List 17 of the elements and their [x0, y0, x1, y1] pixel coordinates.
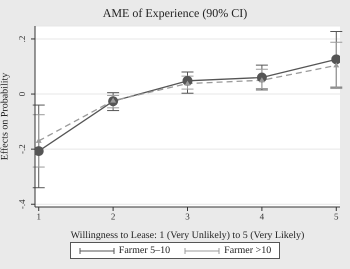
y-tick-label: .2 — [17, 36, 27, 42]
y-axis-title: Effects on Probability — [0, 72, 11, 160]
x-tick-label: 4 — [260, 211, 265, 222]
y-tick-label: -.4 — [17, 198, 27, 210]
x-tick-label: 3 — [185, 211, 190, 222]
point — [35, 146, 44, 156]
x-axis-title: Willingness to Lease: 1 (Very Unlikely) to 5 (Very Likely) — [70, 230, 304, 241]
point — [331, 54, 340, 64]
y-tick-label: -.2 — [17, 144, 27, 154]
x-tick-label: 2 — [110, 211, 116, 222]
legend-label: Farmer >10 — [224, 245, 272, 256]
x-tick-label: 5 — [334, 211, 340, 222]
chart-title: AME of Experience (90% CI) — [102, 6, 248, 22]
x-tick-label: 1 — [36, 211, 41, 222]
legend-label: Farmer 5–10 — [118, 245, 170, 256]
point — [333, 62, 340, 68]
y-tick-label: 0 — [17, 91, 27, 96]
